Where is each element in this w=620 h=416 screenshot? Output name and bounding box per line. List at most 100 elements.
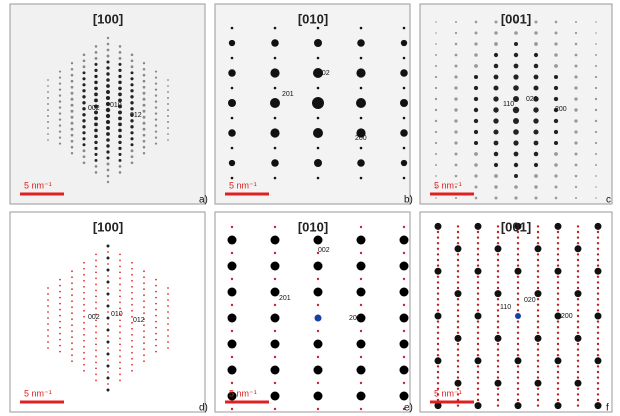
spot — [317, 356, 319, 358]
spot — [106, 96, 110, 100]
spot — [457, 225, 459, 227]
spot — [71, 140, 74, 143]
spot — [435, 65, 437, 67]
spot — [357, 288, 366, 297]
spot — [437, 248, 439, 250]
spot — [107, 317, 110, 320]
spot — [107, 305, 110, 308]
panel: [100]0020100125 nm⁻¹d) — [10, 212, 208, 414]
spot — [557, 276, 559, 278]
scale-label: 5 nm⁻¹ — [24, 388, 52, 398]
spot — [228, 99, 236, 107]
spot — [557, 236, 559, 238]
spot — [118, 129, 122, 133]
spot — [274, 147, 277, 150]
spot — [271, 159, 279, 167]
spot — [557, 337, 559, 339]
spot — [497, 236, 499, 238]
spot — [457, 326, 459, 328]
spot — [554, 119, 558, 123]
spot — [95, 326, 97, 328]
spot — [494, 42, 498, 46]
spot — [497, 376, 499, 378]
spot — [143, 128, 146, 131]
spot — [274, 330, 276, 332]
spot — [577, 360, 579, 362]
spot — [47, 317, 49, 319]
spot — [131, 364, 133, 366]
spot — [119, 51, 122, 54]
spot — [455, 164, 458, 167]
spot — [274, 226, 276, 228]
spot — [435, 175, 437, 177]
spot — [597, 393, 599, 395]
spot — [475, 313, 482, 320]
spot — [47, 85, 49, 87]
spot — [143, 110, 146, 113]
spot — [71, 122, 74, 125]
spot — [554, 174, 557, 177]
spot — [167, 115, 169, 117]
spot — [555, 21, 558, 24]
spot — [155, 112, 157, 114]
spot — [231, 226, 233, 228]
spot — [597, 292, 599, 294]
spot — [515, 357, 522, 364]
spot — [271, 340, 280, 349]
spot — [435, 98, 437, 100]
spot — [497, 231, 499, 233]
spot — [577, 376, 579, 378]
spot — [597, 348, 599, 350]
spot — [95, 165, 98, 168]
spot — [360, 27, 363, 30]
spot — [597, 371, 599, 373]
spot — [477, 309, 479, 311]
spot — [360, 147, 363, 150]
reflection-label: 020 — [526, 96, 538, 103]
spot — [155, 130, 157, 132]
spot — [537, 315, 539, 317]
spot — [82, 137, 85, 140]
spot — [534, 53, 538, 57]
spot — [454, 108, 457, 111]
spot — [357, 236, 366, 245]
spot — [517, 242, 519, 244]
spot — [557, 231, 559, 233]
spot — [71, 92, 74, 95]
spot — [457, 259, 459, 261]
spot — [155, 309, 157, 311]
spot — [437, 259, 439, 261]
spot — [514, 31, 518, 35]
spot — [107, 287, 109, 289]
spot — [494, 64, 499, 69]
spot — [437, 304, 439, 306]
panel-frame — [420, 212, 612, 412]
spot — [59, 321, 61, 323]
spot — [595, 98, 597, 100]
spot — [475, 186, 478, 189]
spot — [554, 53, 558, 57]
spot — [107, 299, 109, 301]
spot — [557, 242, 559, 244]
spot — [83, 54, 86, 57]
spot — [71, 146, 74, 149]
spot — [274, 117, 277, 120]
spot — [435, 76, 437, 78]
spot — [360, 57, 363, 60]
spot — [71, 62, 73, 64]
spot — [437, 337, 439, 339]
spot — [574, 75, 577, 78]
spot — [118, 81, 121, 84]
spot — [131, 54, 134, 57]
spot — [94, 147, 97, 150]
spot — [455, 245, 462, 252]
spot — [517, 376, 519, 378]
spot — [130, 119, 133, 122]
spot — [131, 65, 134, 68]
spot — [107, 251, 109, 253]
spot — [47, 139, 49, 141]
spot — [167, 347, 169, 349]
spot — [107, 169, 110, 172]
spot — [457, 231, 459, 233]
spot — [474, 119, 478, 123]
